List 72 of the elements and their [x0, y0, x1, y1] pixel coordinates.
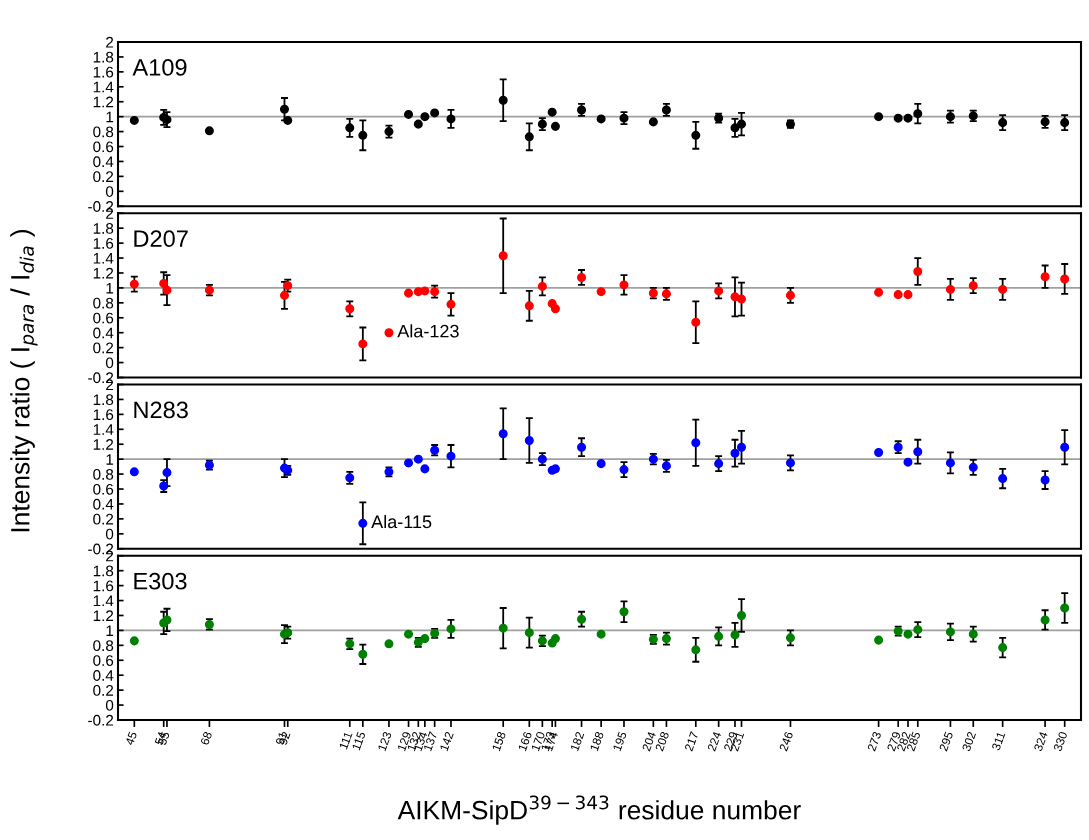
y-tick-label: 1.2	[93, 610, 114, 622]
x-tick-label: 188	[589, 731, 604, 752]
y-tick-label: 1	[106, 625, 114, 636]
y-tick-label: 1.4	[93, 81, 114, 93]
x-tick-label: 123	[377, 731, 392, 752]
x-tick-label: 158	[491, 731, 506, 752]
y-tick-label: 1.4	[93, 253, 114, 264]
y-tick-label: 1.8	[93, 394, 114, 406]
y-tick-label: 0.8	[93, 468, 114, 480]
y-tick-label: 0.4	[93, 498, 114, 510]
y-tick-label: 1.6	[93, 66, 114, 78]
y-tick-label: 1	[106, 454, 114, 465]
y-tick-label: 0.6	[93, 312, 114, 324]
y-tick-label: 0	[105, 186, 114, 197]
x-tick-label: 330	[1053, 731, 1068, 752]
y-tick-label: 1.4	[93, 424, 114, 435]
y-tick-label: 0.4	[93, 156, 114, 168]
y-tick-label: 1.8	[93, 565, 114, 577]
y-tick-label: 0.6	[93, 655, 114, 666]
y-tick-label: 1.2	[93, 439, 114, 450]
y-tick-label: 0.2	[93, 513, 114, 525]
y-tick-label: 1	[106, 111, 114, 123]
text: D207	[134, 230, 188, 248]
y-tick-label: 0.2	[93, 171, 114, 183]
x-tick-label: 195	[612, 731, 627, 752]
y-tick-label: 0.2	[93, 685, 114, 696]
x-tick-label: 45	[125, 731, 138, 746]
text: A109	[132, 59, 187, 76]
x-tick-label: 246	[779, 731, 794, 752]
y-tick-label: 0.8	[93, 126, 114, 138]
y-tick-label: 1.8	[93, 51, 114, 63]
x-tick-label: 217	[684, 731, 699, 752]
y-tick-label: 1.6	[93, 237, 114, 249]
x-tick-label: 68	[200, 731, 213, 746]
y-tick-label: 0	[105, 528, 114, 540]
x-tick-label: 182	[570, 731, 585, 752]
y-tick-label: 1.6	[93, 580, 114, 592]
x-tick-label: 208	[655, 731, 670, 752]
x-tick-label: 115	[351, 731, 366, 751]
y-tick-label: 1.8	[93, 223, 114, 234]
y-tick-label: 1.2	[93, 267, 114, 279]
x-axis-title: AIKM-SipD$^{39−343}$ residue number	[397, 795, 801, 825]
y-tick-label: 0.2	[93, 342, 114, 354]
text: E303	[134, 572, 187, 590]
y-tick-label: 0.4	[93, 327, 114, 339]
y-tick-label: 0.8	[93, 297, 114, 309]
annotation: Ala-123	[397, 324, 459, 338]
x-tick-label: 224	[707, 731, 722, 752]
text: N283	[134, 401, 188, 419]
x-tick-label: 273	[867, 731, 882, 752]
y-tick-label: 0.6	[93, 483, 114, 495]
y-tick-label: -0.2	[88, 714, 114, 726]
y-tick-label: 1.4	[93, 595, 114, 607]
x-tick-label: 204	[641, 731, 657, 752]
x-tick-label: 295	[939, 731, 954, 752]
x-tick-label: 142	[439, 731, 454, 752]
x-tick-label: 324	[1033, 731, 1048, 752]
y-tick-label: 0.4	[93, 670, 114, 681]
x-tick-label: 302	[961, 731, 977, 752]
y-tick-label: 2	[106, 36, 114, 48]
y-tick-label: 0	[105, 699, 114, 711]
x-tick-label: 311	[991, 731, 1006, 751]
annotation: Ala-115	[371, 514, 432, 529]
y-tick-label: 0.6	[93, 141, 114, 153]
x-tick-label: 166	[518, 731, 533, 752]
y-axis-title: Intensity ratio ( I$_{para}$ / I$_{dia}$ )	[10, 230, 38, 532]
y-tick-label: 1.6	[93, 409, 114, 421]
y-tick-label: 1.2	[93, 96, 114, 108]
y-tick-label: 0	[105, 357, 114, 369]
x-tick-label: 111	[339, 731, 353, 750]
y-tick-label: 1	[106, 282, 114, 294]
y-tick-label: 0.8	[93, 640, 114, 652]
